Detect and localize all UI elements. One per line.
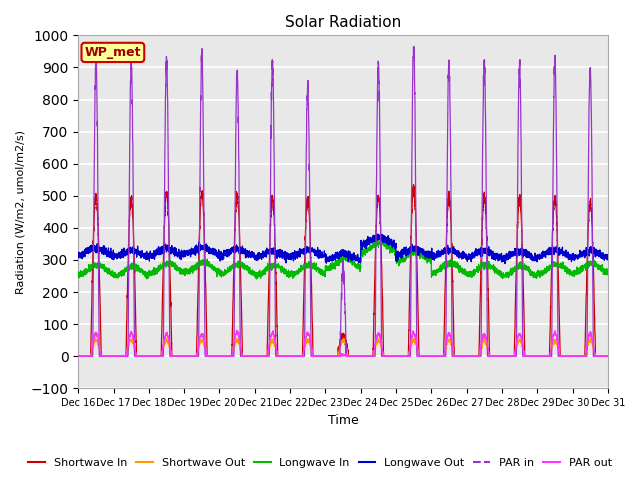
Title: Solar Radiation: Solar Radiation xyxy=(285,15,401,30)
Y-axis label: Radiation (W/m2, umol/m2/s): Radiation (W/m2, umol/m2/s) xyxy=(15,130,25,294)
Legend: Shortwave In, Shortwave Out, Longwave In, Longwave Out, PAR in, PAR out: Shortwave In, Shortwave Out, Longwave In… xyxy=(24,453,616,472)
X-axis label: Time: Time xyxy=(328,414,358,427)
Text: WP_met: WP_met xyxy=(84,46,141,59)
